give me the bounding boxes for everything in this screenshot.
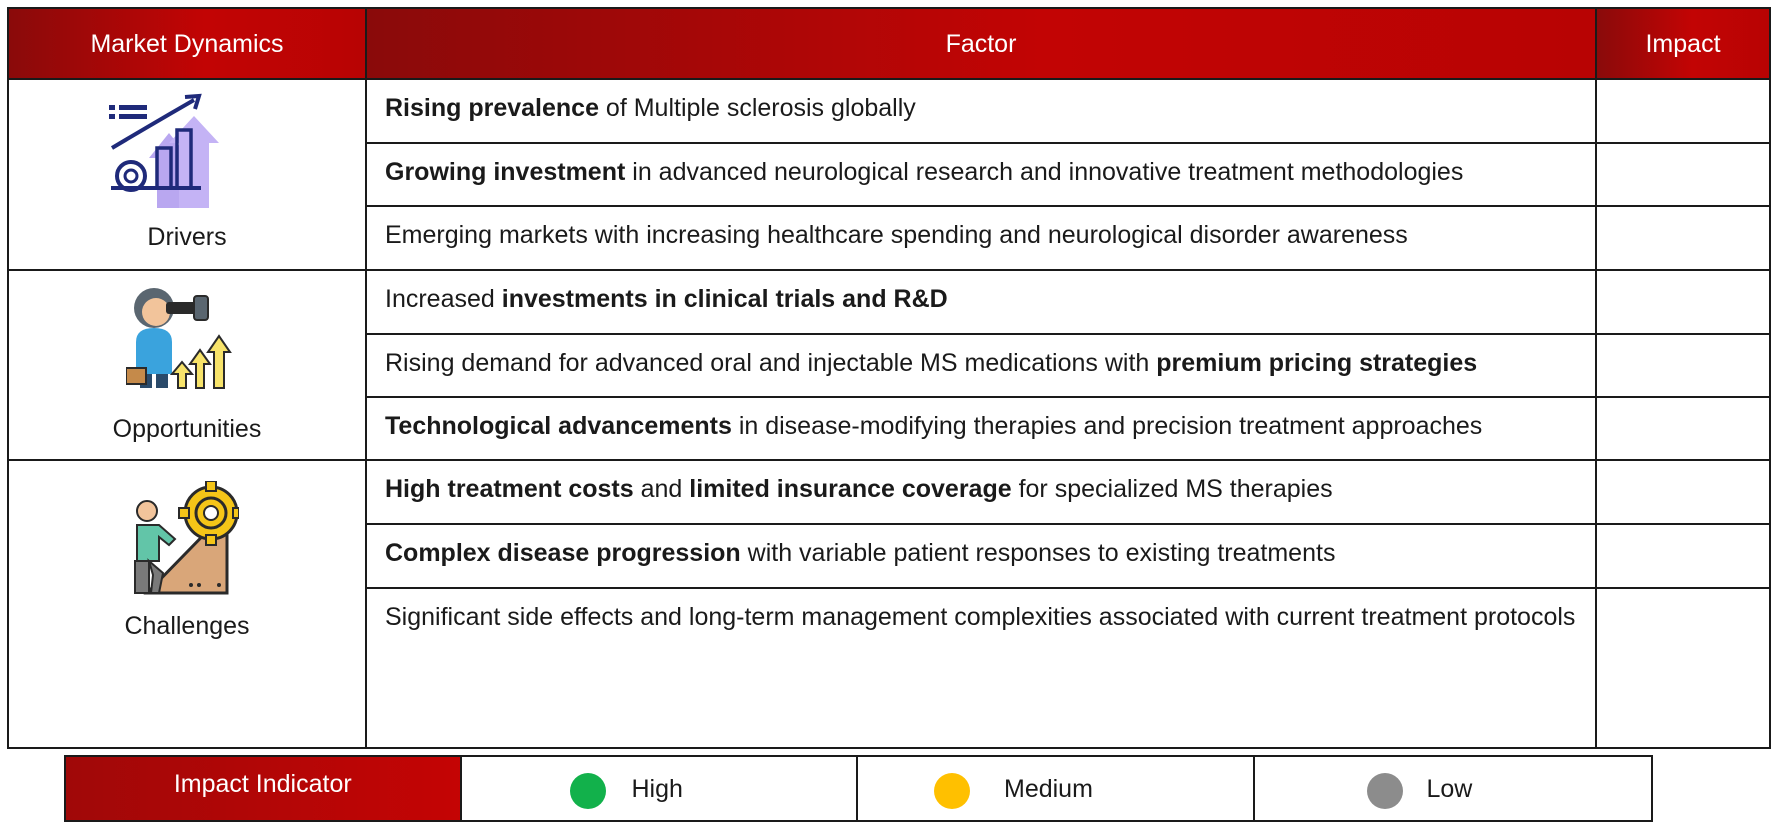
table-row: Growing investment in advanced neurologi…: [367, 144, 1769, 216]
legend-title: Impact Indicator: [66, 757, 462, 820]
divider: [367, 523, 1769, 525]
header-factor: Factor: [367, 9, 1597, 80]
table-row: Technological advancements in disease-mo…: [367, 398, 1769, 470]
impact-legend: Impact Indicator High Medium Low: [64, 755, 1653, 822]
category-challenges: Challenges: [9, 461, 367, 747]
divider: [9, 78, 1769, 80]
impact-cell: [1597, 589, 1769, 747]
factor-cell: Increased investments in clinical trials…: [367, 271, 1597, 343]
factor-cell: Significant side effects and long-term m…: [367, 589, 1597, 747]
factor-cell: Technological advancements in disease-mo…: [367, 398, 1597, 470]
table-row: Emerging markets with increasing healthc…: [367, 207, 1769, 279]
category-label: Drivers: [147, 223, 227, 251]
legend-item-low: Low: [1255, 757, 1652, 820]
market-dynamics-table: Market Dynamics Factor Impact Drivers: [7, 7, 1771, 749]
table-row: Significant side effects and long-term m…: [367, 589, 1769, 747]
header-impact: Impact: [1597, 9, 1769, 80]
factor-cell: High treatment costs and limited insuran…: [367, 461, 1597, 533]
category-label: Challenges: [124, 612, 250, 640]
divider: [367, 396, 1769, 398]
legend-item-high: High: [462, 757, 858, 820]
divider: [367, 587, 1769, 589]
factor-cell: Rising prevalence of Multiple sclerosis …: [367, 80, 1597, 152]
factor-cell: Emerging markets with increasing healthc…: [367, 207, 1597, 279]
green-dot-icon: [569, 773, 606, 809]
legend-item-medium: Medium: [858, 757, 1255, 820]
table-row: Rising prevalence of Multiple sclerosis …: [367, 80, 1769, 152]
growth-chart-icon: [109, 93, 219, 208]
divider: [367, 333, 1769, 335]
divider: [9, 459, 1769, 461]
divider: [367, 205, 1769, 207]
legend-label: High: [631, 775, 683, 803]
divider: [367, 142, 1769, 144]
binoculars-person-icon: [126, 288, 232, 389]
category-drivers: Drivers: [9, 80, 367, 271]
category-label: Opportunities: [112, 415, 262, 443]
factor-cell: Complex disease progression with variabl…: [367, 525, 1597, 597]
table-row: Increased investments in clinical trials…: [367, 271, 1769, 343]
header-market-dynamics: Market Dynamics: [9, 9, 367, 80]
factor-cell: Growing investment in advanced neurologi…: [367, 144, 1597, 216]
table-row: High treatment costs and limited insuran…: [367, 461, 1769, 533]
climbing-gear-icon: [134, 481, 239, 595]
factor-cell: Rising demand for advanced oral and inje…: [367, 335, 1597, 407]
yellow-dot-icon: [934, 773, 970, 809]
legend-label: Low: [1426, 775, 1473, 803]
gray-dot-icon: [1366, 773, 1403, 809]
table-row: Rising demand for advanced oral and inje…: [367, 335, 1769, 407]
legend-label: Medium: [1004, 775, 1093, 803]
divider: [9, 269, 1769, 271]
category-opportunities: Opportunities: [9, 271, 367, 461]
table-row: Complex disease progression with variabl…: [367, 525, 1769, 597]
